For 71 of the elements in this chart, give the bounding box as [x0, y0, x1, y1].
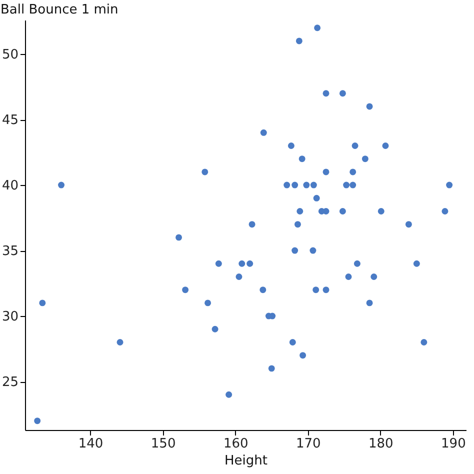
- point: [350, 182, 356, 188]
- point: [339, 90, 346, 97]
- point: [322, 286, 330, 294]
- point: [370, 274, 378, 280]
- point: [284, 182, 290, 188]
- point: [300, 352, 306, 359]
- point: [34, 418, 41, 424]
- y-tick-label: 30: [2, 310, 18, 325]
- point: [350, 168, 356, 176]
- point: [310, 247, 316, 254]
- x-tick-label: 140: [78, 436, 104, 452]
- x-tick-label: 190: [441, 436, 466, 452]
- point: [296, 208, 304, 214]
- point: [314, 24, 321, 32]
- point: [303, 182, 310, 188]
- point: [116, 339, 124, 346]
- point: [322, 208, 330, 214]
- point: [312, 286, 320, 294]
- y-tick-label: 45: [2, 113, 18, 128]
- point: [313, 194, 320, 202]
- x-tick-label: 170: [296, 436, 321, 452]
- point: [413, 260, 420, 267]
- point: [345, 274, 352, 280]
- point: [260, 286, 266, 294]
- point: [176, 234, 182, 241]
- point: [354, 260, 360, 267]
- x-tick-label: 160: [223, 436, 248, 452]
- point: [298, 156, 306, 162]
- point: [382, 142, 389, 149]
- point: [288, 142, 294, 149]
- point: [58, 182, 65, 188]
- y-tick-label: 35: [2, 244, 18, 260]
- x-axis-title: Height: [224, 454, 268, 468]
- y-axis-title: Ball Bounce 1 min: [0, 2, 118, 18]
- point: [339, 208, 346, 214]
- point: [182, 286, 189, 294]
- y-tick-label: 25: [2, 375, 18, 390]
- point: [236, 274, 242, 280]
- point: [292, 182, 298, 188]
- point: [366, 103, 373, 110]
- point: [322, 90, 330, 97]
- y-tick-label: 40: [2, 178, 18, 194]
- point: [420, 339, 428, 346]
- point: [310, 182, 317, 188]
- point: [366, 300, 373, 306]
- point: [352, 142, 358, 149]
- x-tick-label: 180: [368, 436, 394, 452]
- point: [296, 38, 302, 44]
- point: [292, 247, 298, 254]
- point: [268, 365, 275, 372]
- point: [212, 326, 218, 332]
- point: [362, 156, 368, 162]
- point: [289, 339, 296, 346]
- point: [405, 221, 412, 228]
- point: [238, 260, 246, 267]
- x-tick-label: 150: [150, 436, 176, 452]
- point: [248, 221, 256, 228]
- point: [215, 260, 222, 267]
- point: [39, 300, 46, 306]
- y-tick-label: 50: [2, 48, 18, 63]
- point: [204, 300, 212, 306]
- point: [202, 168, 208, 176]
- point: [446, 182, 453, 188]
- point: [343, 182, 350, 188]
- point: [294, 221, 301, 228]
- point: [260, 129, 267, 136]
- point: [322, 168, 330, 176]
- point: [378, 208, 384, 214]
- point: [226, 391, 232, 398]
- point: [246, 260, 254, 267]
- point: [442, 208, 448, 214]
